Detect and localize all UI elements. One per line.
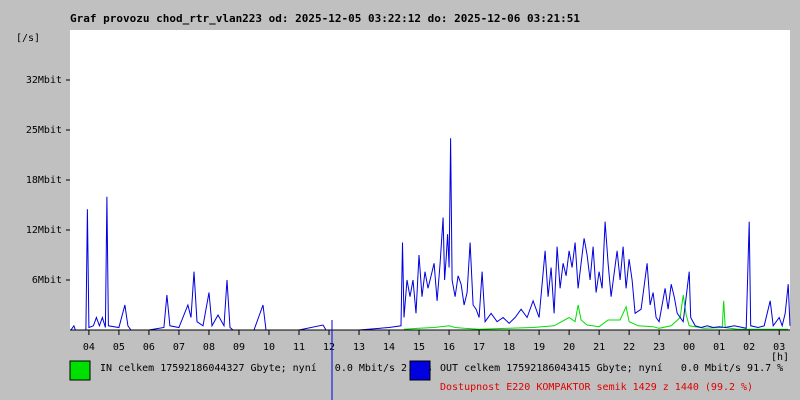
x-tick-label: 15 (413, 342, 425, 353)
legend-out-swatch (409, 360, 431, 381)
x-tick-label: 23 (653, 342, 665, 353)
series-out-line (70, 138, 791, 331)
x-tick-label: 07 (173, 342, 185, 353)
legend-in-text: IN celkem 17592186044327 Gbyte; nyní 0.0… (100, 362, 431, 374)
plot-area (70, 30, 790, 330)
x-tick-label: 22 (623, 342, 635, 353)
y-tick-group: 6Mbit 12Mbit 18Mbit 25Mbit 32Mbit (26, 75, 70, 286)
legend-in-swatch (69, 360, 91, 381)
x-tick-label: 14 (383, 342, 395, 353)
series-in-line (403, 294, 789, 330)
x-tick-label: 18 (503, 342, 515, 353)
y-tick-label: 25Mbit (26, 125, 62, 136)
y-tick-label: 18Mbit (26, 175, 62, 186)
x-tick-label: 09 (233, 342, 245, 353)
x-tick-label: 01 (713, 342, 725, 353)
x-tick-label: 11 (293, 342, 305, 353)
x-tick-label: 13 (353, 342, 365, 353)
x-tick-label: 21 (593, 342, 605, 353)
legend-out-text: OUT celkem 17592186043415 Gbyte; nyní 0.… (440, 362, 783, 374)
x-tick-label: 00 (683, 342, 695, 353)
x-tick-label: 05 (113, 342, 125, 353)
x-tick-label: 10 (263, 342, 275, 353)
series-group (70, 138, 791, 331)
availability-text: Dostupnost E220 KOMPAKTOR semik 1429 z 1… (440, 382, 753, 393)
y-tick-label: 32Mbit (26, 75, 62, 86)
y-tick-label: 6Mbit (32, 275, 62, 286)
x-tick-label: 17 (473, 342, 485, 353)
y-tick-label: 12Mbit (26, 225, 62, 236)
x-tick-label: 04 (83, 342, 95, 353)
x-tick-label: 03 (773, 342, 785, 353)
x-tick-label: 02 (743, 342, 755, 353)
x-tick-label: 16 (443, 342, 455, 353)
x-tick-group: 04 05 06 07 08 09 10 11 12 13 14 15 16 17 18 19 20 21 22 23… (83, 330, 785, 353)
chart-title: Graf provozu chod_rtr_vlan223 od: 2025-1… (70, 12, 580, 25)
y-axis-unit: [/s] (16, 33, 40, 44)
x-tick-label: 19 (533, 342, 545, 353)
x-tick-label: 12 (323, 342, 335, 353)
x-tick-label: 08 (203, 342, 215, 353)
x-axis-unit: [h] (771, 352, 789, 363)
x-tick-label: 20 (563, 342, 575, 353)
x-tick-label: 06 (143, 342, 155, 353)
